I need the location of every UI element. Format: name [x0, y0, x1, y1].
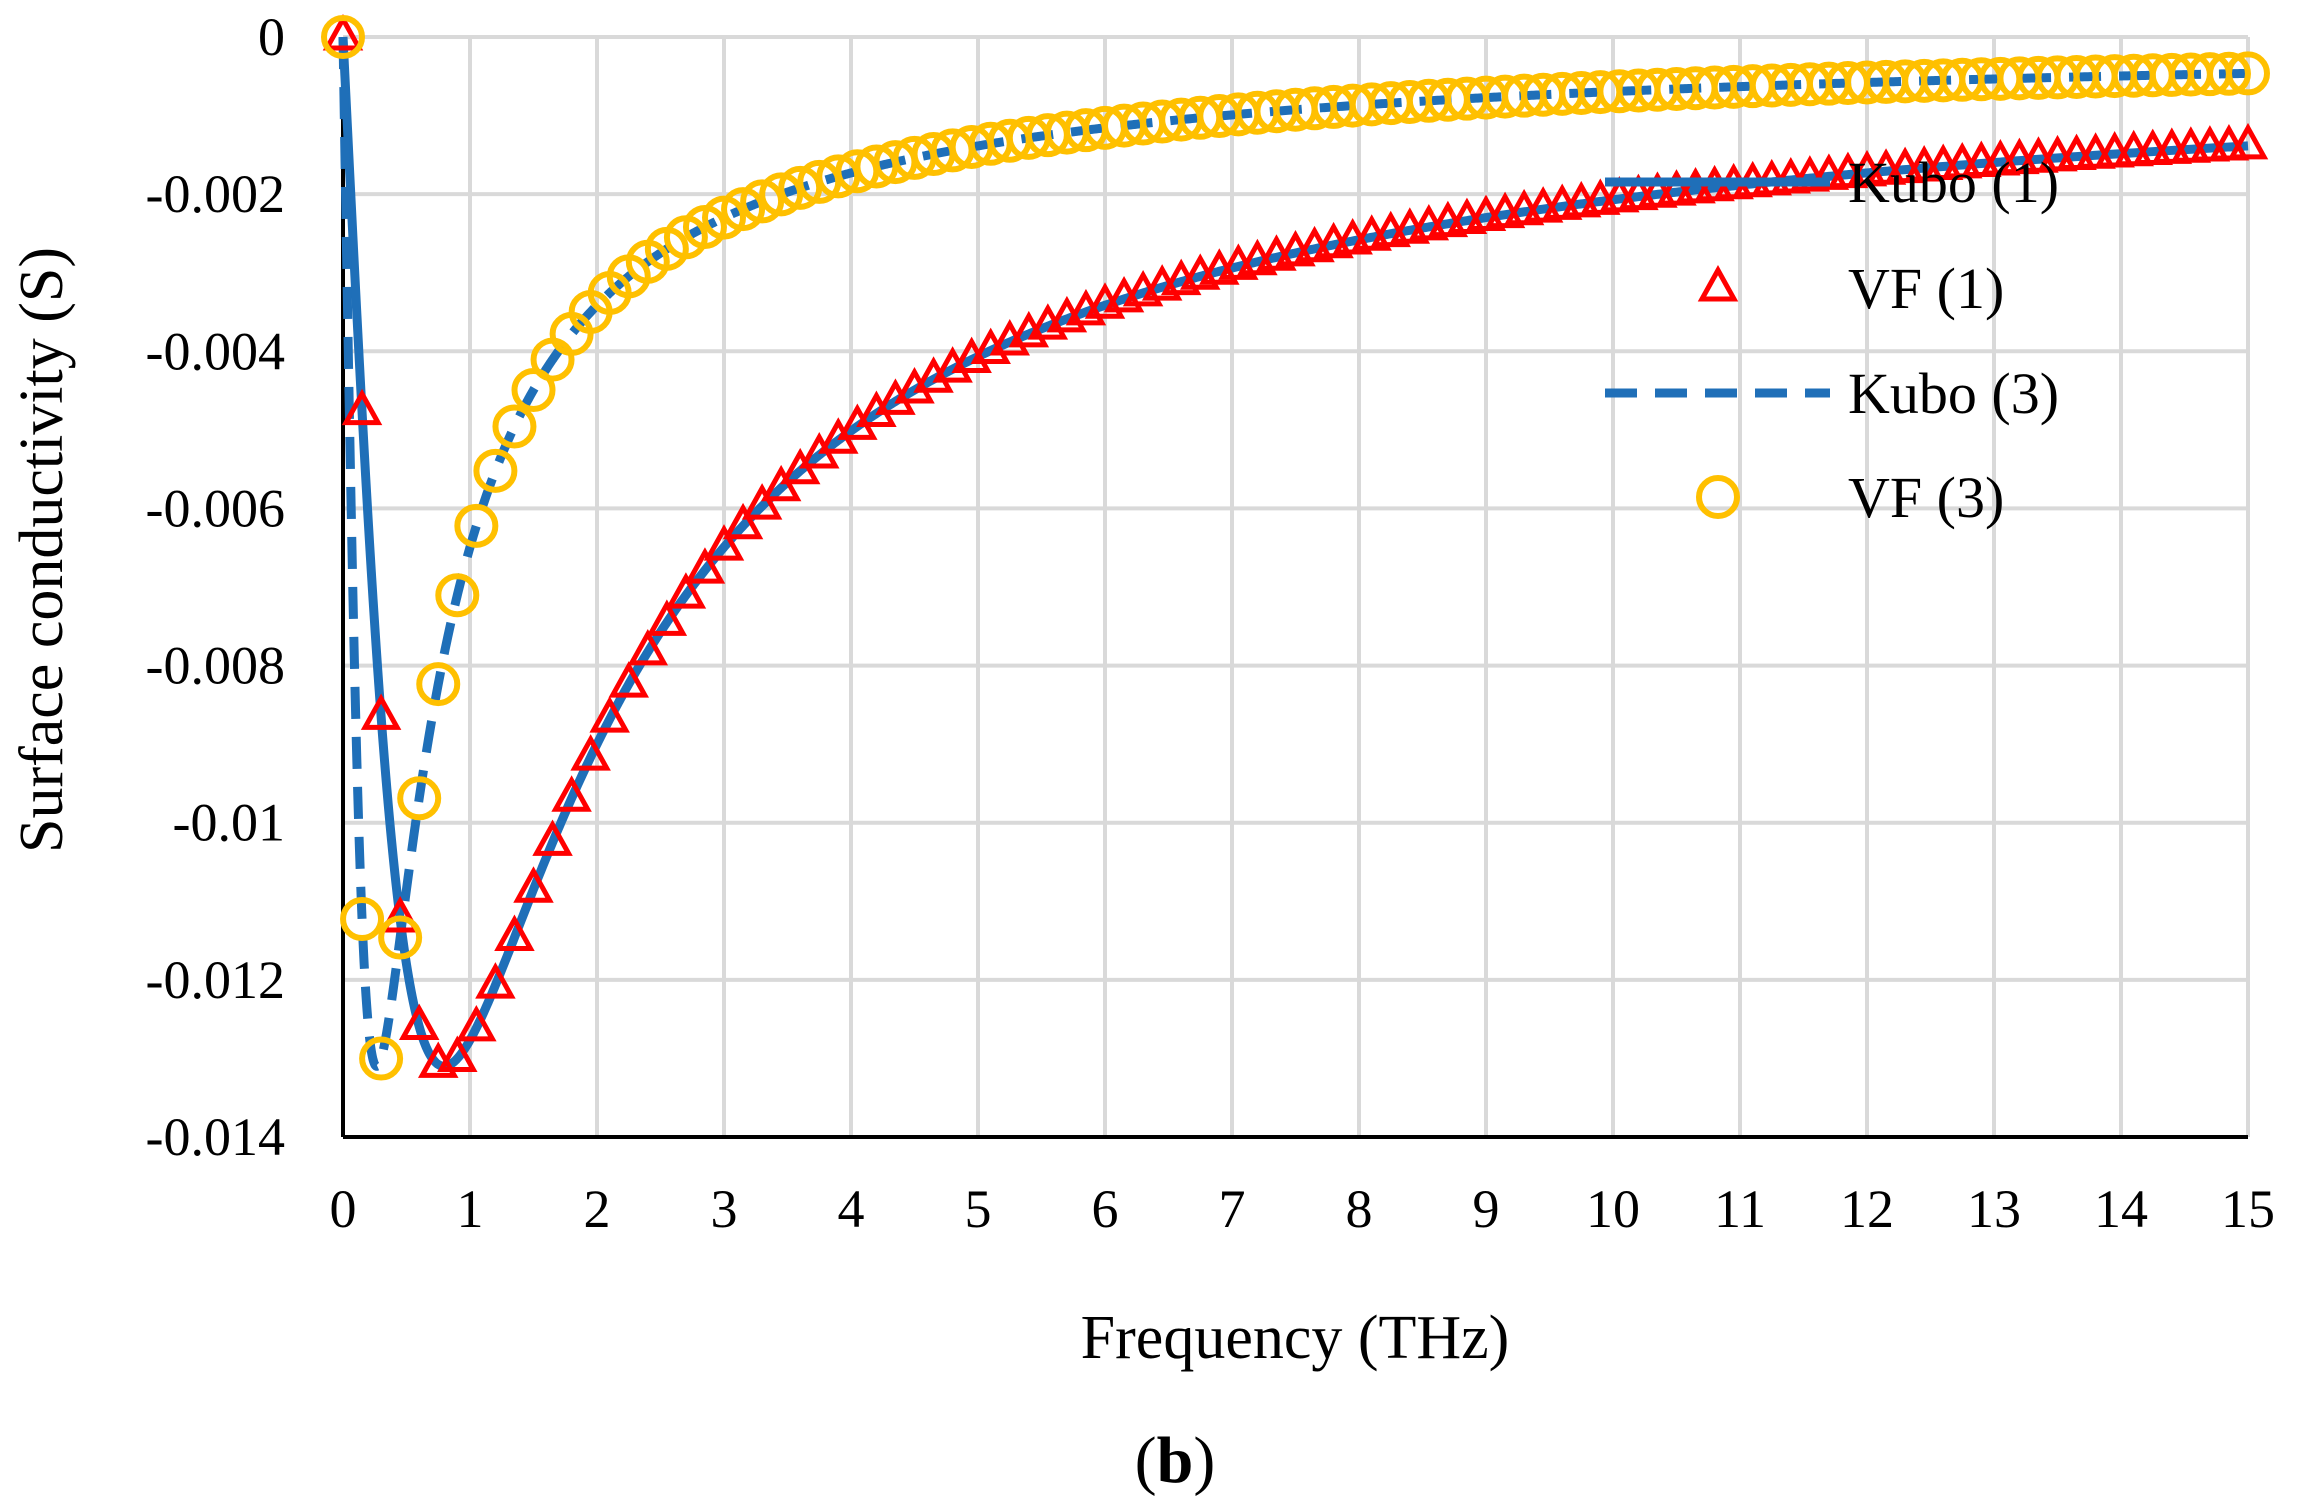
x-tick-label: 10 — [1586, 1179, 1640, 1239]
vf3-point-22 — [740, 179, 785, 224]
vf1-point-12 — [551, 775, 592, 812]
y-tick-label: -0.004 — [146, 321, 285, 381]
vf1-point-13 — [570, 734, 611, 771]
vf1-point-21 — [722, 502, 764, 540]
y-tick-label: -0.002 — [146, 164, 285, 224]
vf1-point-20 — [703, 524, 745, 561]
y-tick-label: -0.014 — [146, 1107, 285, 1167]
legend-item-vf-1: VF (1) — [1697, 256, 2004, 321]
vf1-point-17 — [646, 599, 688, 636]
x-tick-label: 5 — [965, 1179, 992, 1239]
legend-item-kubo-3: Kubo (3) — [1605, 361, 2059, 426]
vf1-point-4 — [398, 1003, 440, 1041]
label-layer: Frequency (THz) Surface conductivity (S)… — [8, 247, 1509, 1497]
vf3-point-23 — [759, 172, 804, 217]
vf3-point-24 — [778, 165, 823, 210]
vf1-point-7 — [456, 1004, 497, 1042]
legend-label: VF (1) — [1848, 256, 2004, 321]
x-tick-label: 13 — [1967, 1179, 2021, 1239]
vf3-point-4 — [397, 776, 442, 821]
vf3-point-1 — [340, 897, 385, 942]
legend-swatch-circle-icon — [1696, 475, 1740, 519]
vf3-point-21 — [721, 187, 766, 232]
vf1-point-1 — [341, 388, 383, 426]
vf1-point-0 — [322, 13, 364, 51]
x-tick-label: 6 — [1092, 1179, 1119, 1239]
vf1-point-3 — [379, 896, 421, 933]
vf1-point-23 — [760, 464, 802, 502]
legend: Kubo (1) VF (1) Kubo (3) VF (3) — [1605, 150, 2059, 530]
legend-swatch-triangle-icon — [1697, 264, 1739, 302]
vf3-point-9 — [492, 404, 537, 449]
x-tick-label: 8 — [1346, 1179, 1373, 1239]
vf3-point-6 — [435, 573, 480, 618]
panel-label-open: ( — [1135, 1424, 1157, 1497]
panel-label: (b) — [1135, 1424, 1216, 1497]
x-tick-label: 1 — [457, 1179, 484, 1239]
vf3-point-5 — [416, 662, 461, 707]
vf1-point-2 — [360, 693, 402, 730]
legend-label: Kubo (3) — [1848, 361, 2059, 426]
panel-label-close: ) — [1193, 1424, 1215, 1497]
vf1-point-19 — [684, 547, 726, 584]
vf1-point-8 — [475, 962, 516, 999]
legend-item-vf-3: VF (3) — [1696, 465, 2004, 530]
vf1-point-18 — [665, 572, 707, 609]
vf1-point-6 — [437, 1035, 478, 1072]
vf1-point-22 — [741, 483, 783, 520]
vf3-point-8 — [473, 448, 518, 493]
x-tick-label: 2 — [584, 1179, 611, 1239]
vf1-point-100 — [2227, 122, 2269, 160]
x-tick-label: 15 — [2221, 1179, 2275, 1239]
vf3-point-10 — [511, 367, 556, 412]
panel-label-letter: b — [1157, 1424, 1194, 1497]
y-tick-label: -0.01 — [173, 793, 285, 853]
x-tick-label: 4 — [838, 1179, 865, 1239]
vf3-point-3 — [378, 915, 423, 960]
vf1-point-14 — [589, 696, 630, 733]
y-axis-title: Surface conductivity (S) — [8, 247, 76, 853]
x-tick-label: 14 — [2094, 1179, 2148, 1239]
vf1-point-29 — [875, 378, 916, 415]
vf3-point-0 — [321, 15, 365, 59]
x-tick-label: 0 — [330, 1179, 357, 1239]
legend-item-kubo-1: Kubo (1) — [1605, 150, 2059, 215]
x-tick-label: 11 — [1714, 1179, 1766, 1239]
vf3-point-99 — [2206, 51, 2251, 96]
vf1-point-30 — [894, 366, 935, 404]
legend-label: Kubo (1) — [1848, 150, 2059, 215]
vf1-point-11 — [532, 819, 573, 856]
vf1-point-10 — [513, 866, 554, 903]
axis-layer: 0 1 2 3 4 5 6 7 8 9 10 11 12 13 14 150-0.002-0.004-0.00… — [146, 7, 2275, 1239]
x-tick-label: 7 — [1219, 1179, 1246, 1239]
y-tick-label: 0 — [258, 7, 285, 67]
vf1-point-15 — [608, 661, 649, 698]
vf3-point-2 — [359, 1036, 404, 1081]
y-tick-label: -0.012 — [146, 950, 285, 1010]
y-tick-label: -0.006 — [146, 478, 285, 538]
y-tick-label: -0.008 — [146, 636, 285, 696]
vf3-point-7 — [454, 503, 499, 548]
legend-label: VF (3) — [1848, 465, 2004, 530]
vf1-point-9 — [494, 914, 535, 951]
x-tick-label: 3 — [711, 1179, 738, 1239]
vf1-point-16 — [627, 628, 669, 666]
vf3-point-100 — [2226, 51, 2270, 96]
x-tick-label: 12 — [1840, 1179, 1894, 1239]
x-axis-title: Frequency (THz) — [1081, 1304, 1510, 1372]
x-tick-label: 9 — [1473, 1179, 1500, 1239]
